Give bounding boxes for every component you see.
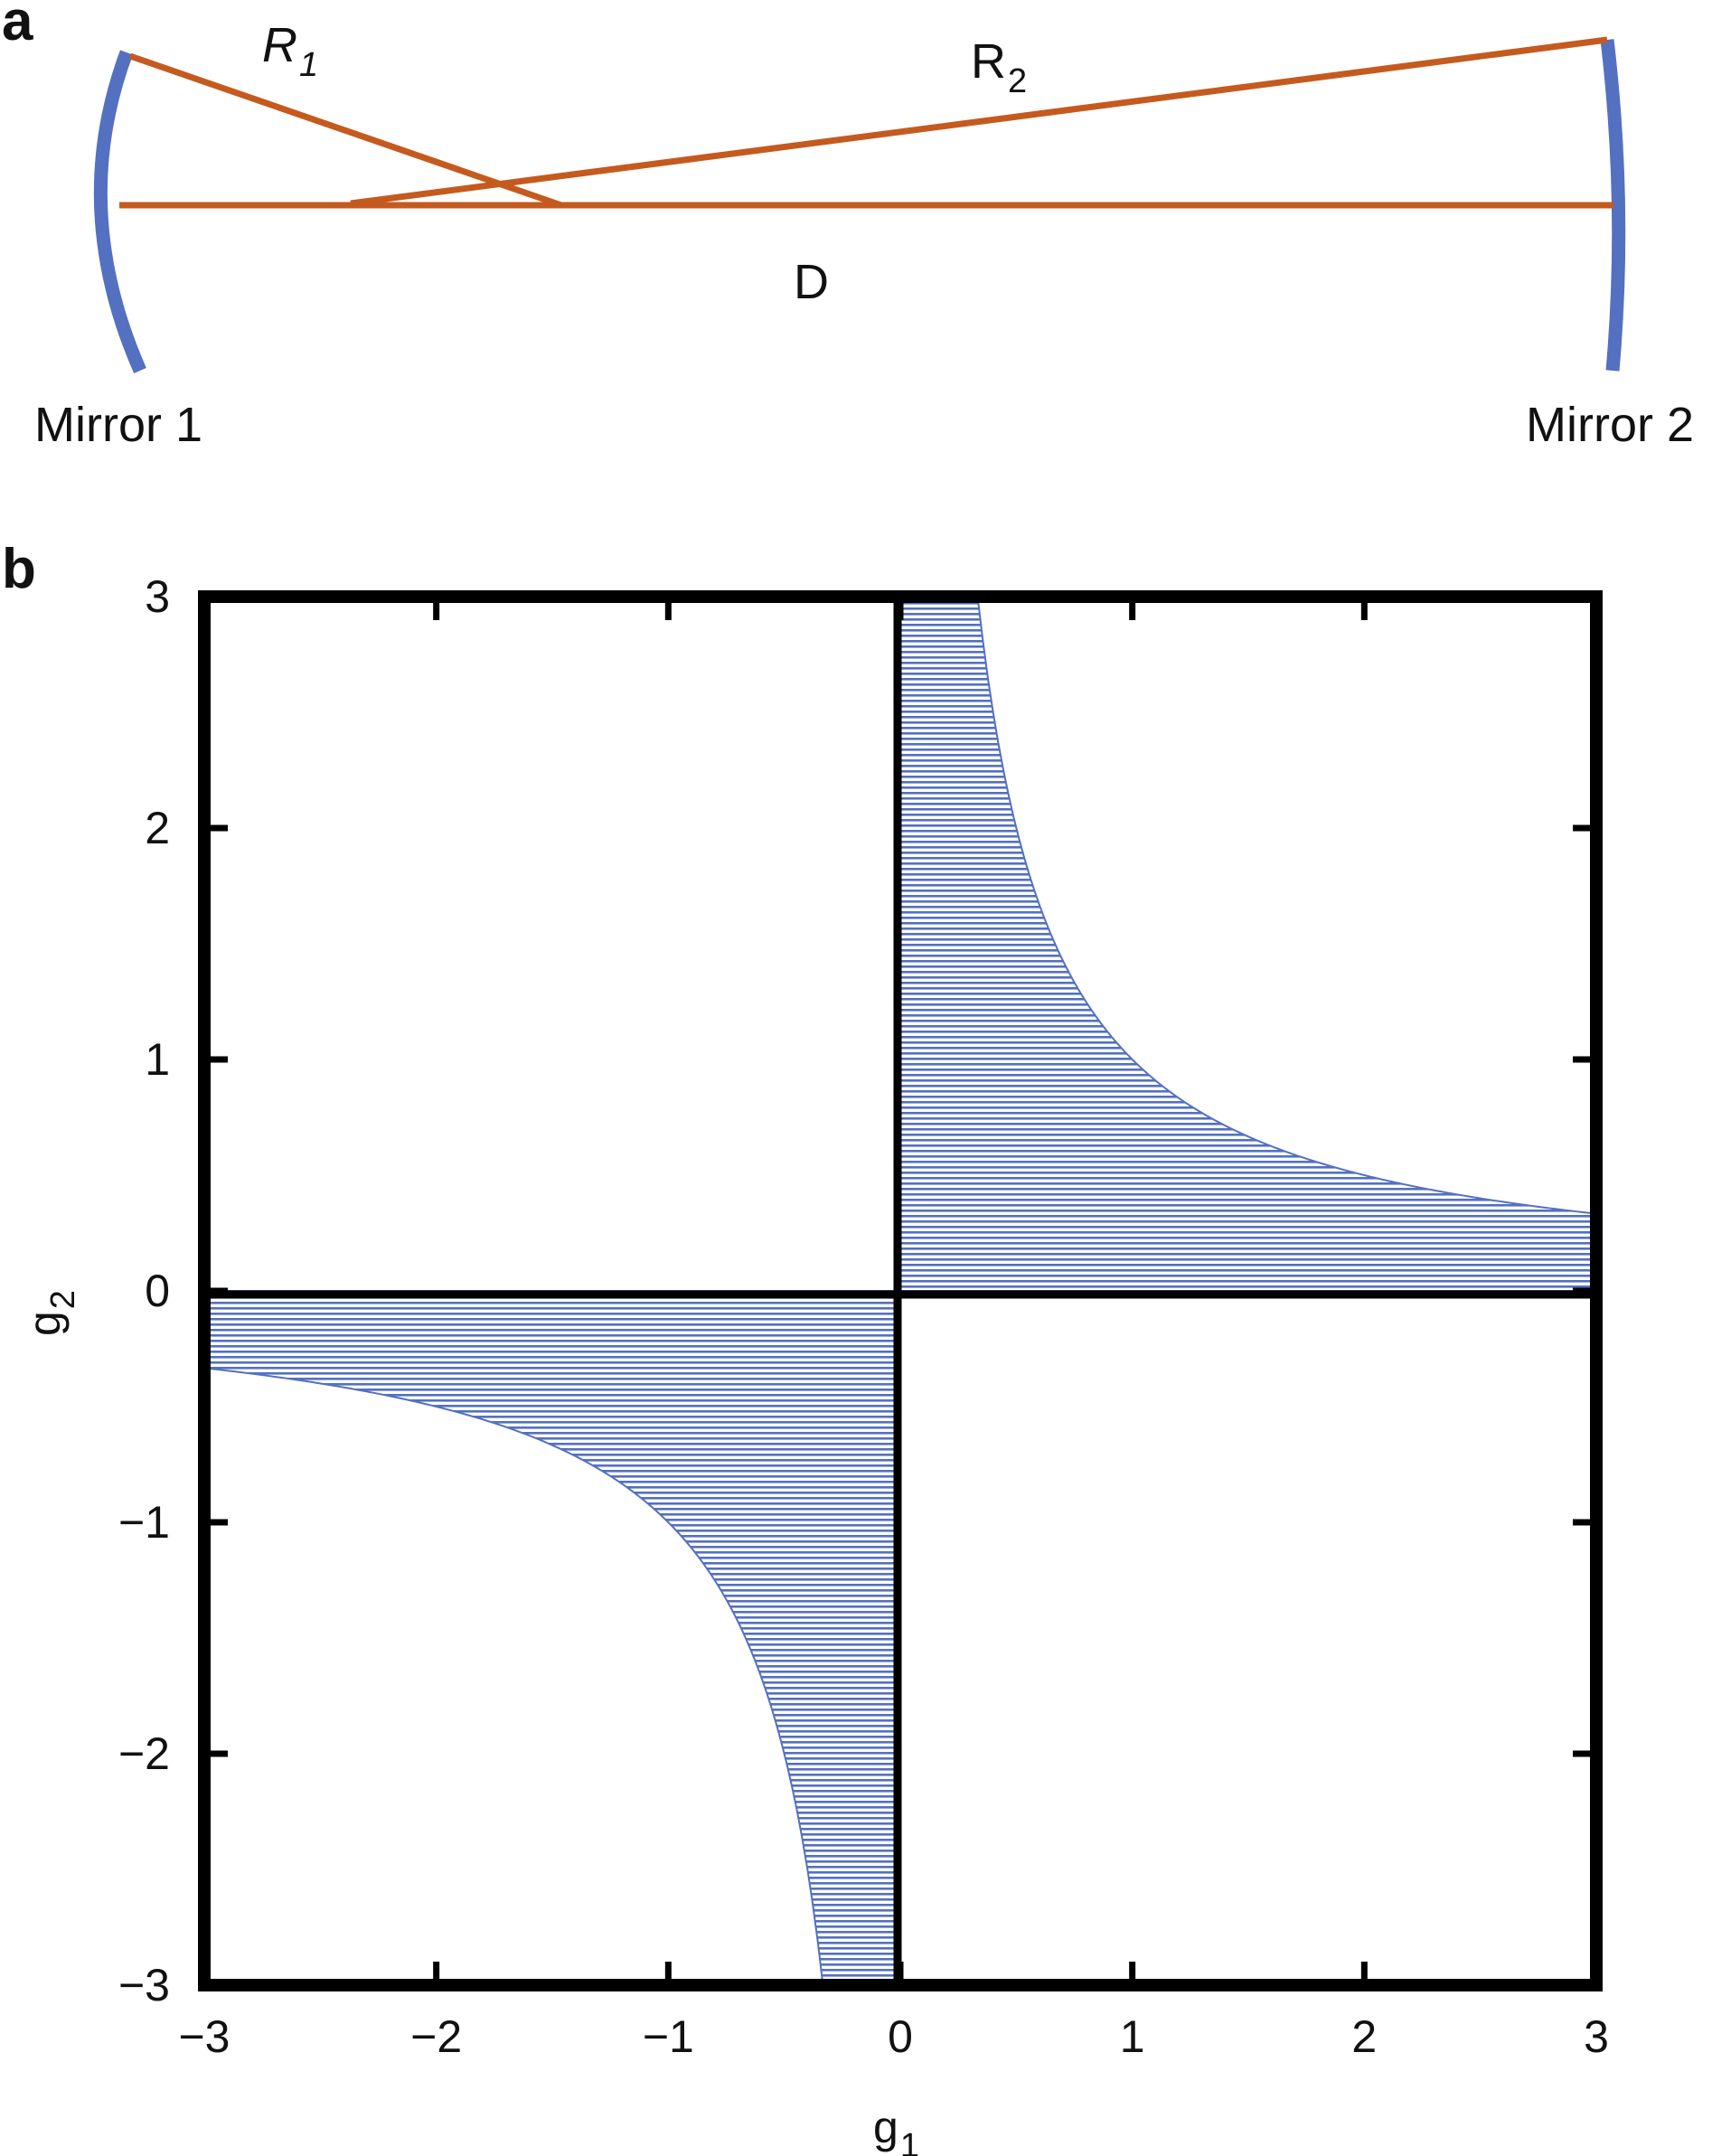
tick-marks (204, 597, 1596, 1985)
x-axis-label: g1 (873, 2102, 919, 2156)
stable-region-positive (899, 597, 1596, 1292)
y-axis-label: g2 (19, 1290, 82, 1336)
radius-r1-line (128, 52, 563, 209)
y-tick-label: 0 (145, 1266, 170, 1316)
x-tick-label: 0 (888, 2011, 913, 2062)
mirror-2-label: Mirror 2 (1526, 398, 1694, 452)
y-tick-label: −1 (118, 1497, 170, 1548)
x-tick-label: 3 (1584, 2011, 1609, 2062)
panel-b: b −3 −2 −1 0 1 2 3 −3 −2 −1 0 1 2 3 g1 g2 (2, 538, 1609, 2156)
x-tick-label: 2 (1351, 2011, 1377, 2062)
mirror-1-label: Mirror 1 (34, 398, 202, 452)
r1-label: R1 (262, 18, 318, 84)
x-tick-label: 1 (1120, 2011, 1145, 2062)
radius-r2-line (350, 36, 1608, 207)
r2-label: R2 (971, 34, 1027, 100)
tick-labels: −3 −2 −1 0 1 2 3 −3 −2 −1 0 1 2 3 (118, 571, 1609, 2062)
x-tick-label: −1 (643, 2011, 694, 2062)
panel-a: a R1 R2 D Mirror 1 Mirror 2 (2, 0, 1694, 452)
mirror-1-arc (93, 50, 146, 374)
y-tick-label: 2 (145, 803, 170, 853)
mirror-2-arc (1600, 39, 1626, 372)
y-tick-label: 1 (145, 1034, 170, 1085)
y-tick-label: −3 (118, 1960, 170, 2010)
panel-a-label: a (2, 0, 33, 52)
x-tick-label: −2 (410, 2011, 462, 2062)
y-tick-label: −2 (118, 1728, 170, 1779)
y-tick-label: 3 (145, 571, 170, 622)
d-label: D (794, 255, 829, 309)
x-tick-label: −3 (178, 2011, 230, 2062)
panel-b-label: b (2, 538, 36, 600)
stable-region-negative (204, 1290, 901, 1985)
